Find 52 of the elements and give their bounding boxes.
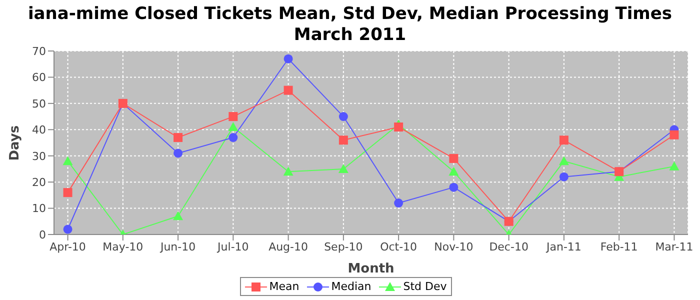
point: [62, 156, 73, 166]
x-tick-label: Apr-10: [50, 240, 86, 254]
y-tick-label: 10: [32, 202, 46, 216]
y-tick-label: 0: [39, 228, 46, 242]
point: [670, 130, 679, 140]
x-tick-label: Aug-10: [268, 240, 308, 254]
point: [448, 166, 459, 176]
point: [338, 136, 348, 145]
point: [228, 112, 238, 122]
point: [559, 136, 568, 145]
point: [559, 172, 568, 182]
point: [338, 112, 348, 122]
y-axis-title: Days: [8, 125, 23, 161]
point: [449, 182, 458, 192]
x-tick-label: Feb-11: [600, 240, 638, 254]
x-tick-label: Nov-10: [434, 240, 474, 254]
point: [284, 86, 293, 95]
point: [669, 161, 680, 170]
y-tick-label: 30: [32, 150, 46, 163]
chart-subtitle: March 2011: [292, 25, 408, 46]
point: [173, 211, 184, 220]
x-tick-label: Jul-10: [216, 240, 249, 254]
point: [228, 122, 238, 132]
legend-label: Std Dev: [402, 280, 447, 293]
y-tick-label: 40: [32, 124, 46, 137]
point: [283, 166, 294, 176]
y-tick-label: 20: [32, 176, 46, 189]
chart-title: iana-mime Closed Tickets Mean, Std Dev, Median Processing Times: [26, 4, 674, 25]
x-tick-label: Dec-10: [489, 240, 528, 254]
x-tick-label: Jun-10: [159, 240, 196, 254]
x-tick-label: May-10: [102, 240, 144, 254]
point: [63, 188, 72, 198]
y-tick-label: 70: [32, 44, 46, 58]
point: [174, 148, 183, 158]
x-tick-label: Mar-11: [655, 240, 694, 254]
y-tick-label: 50: [32, 97, 46, 110]
point: [449, 154, 458, 163]
y-tick-label: 60: [32, 71, 46, 84]
x-tick-label: Jan-11: [545, 240, 582, 254]
x-tick-label: Oct-10: [380, 240, 418, 254]
point: [394, 122, 404, 132]
point: [63, 224, 72, 234]
point: [558, 156, 569, 166]
point: [394, 198, 404, 208]
point: [174, 133, 183, 142]
x-tick-label: Sep-10: [324, 240, 363, 254]
legend-label: Median: [330, 280, 372, 293]
point: [284, 54, 293, 64]
legend-label: Mean: [268, 280, 300, 293]
point: [338, 164, 348, 173]
x-axis-title: Month: [348, 262, 394, 276]
point: [228, 133, 238, 142]
